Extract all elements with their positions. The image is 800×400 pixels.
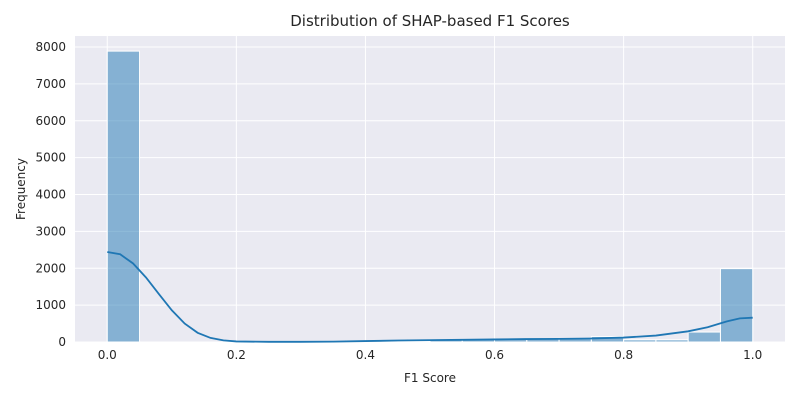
- x-tick-label: 0.6: [485, 348, 504, 362]
- histogram-bar: [623, 339, 657, 343]
- kde-curve: [107, 251, 753, 343]
- histogram-bar: [106, 50, 141, 343]
- x-tick-label: 0.4: [356, 348, 375, 362]
- x-tick-label: 1.0: [743, 348, 762, 362]
- histogram-bar: [719, 268, 754, 343]
- y-axis-label: Frequency: [14, 158, 28, 220]
- histogram-bar: [655, 339, 689, 343]
- y-tick-label: 2000: [35, 261, 66, 275]
- histogram-bar: [687, 331, 721, 343]
- histogram-bars: [106, 50, 754, 343]
- y-tick-label: 0: [58, 335, 66, 349]
- x-tick-label: 0.0: [98, 348, 117, 362]
- y-tick-label: 3000: [35, 224, 66, 238]
- plot-area: [75, 36, 785, 342]
- y-tick-label: 7000: [35, 77, 66, 91]
- y-tick-label: 1000: [35, 298, 66, 312]
- x-tick-labels: 0.0 0.2 0.4 0.6 0.8 1.0: [98, 348, 763, 362]
- y-tick-label: 4000: [35, 188, 66, 202]
- x-axis-label: F1 Score: [404, 371, 456, 385]
- y-tick-label: 6000: [35, 114, 66, 128]
- grid-lines: [75, 36, 785, 343]
- y-tick-label: 5000: [35, 151, 66, 165]
- y-tick-label: 8000: [35, 40, 66, 54]
- chart-title: Distribution of SHAP-based F1 Scores: [290, 12, 570, 30]
- x-tick-label: 0.2: [227, 348, 246, 362]
- y-tick-labels: 0 1000 2000 3000 4000 5000 6000 7000 8000: [35, 40, 66, 349]
- x-tick-label: 0.8: [614, 348, 633, 362]
